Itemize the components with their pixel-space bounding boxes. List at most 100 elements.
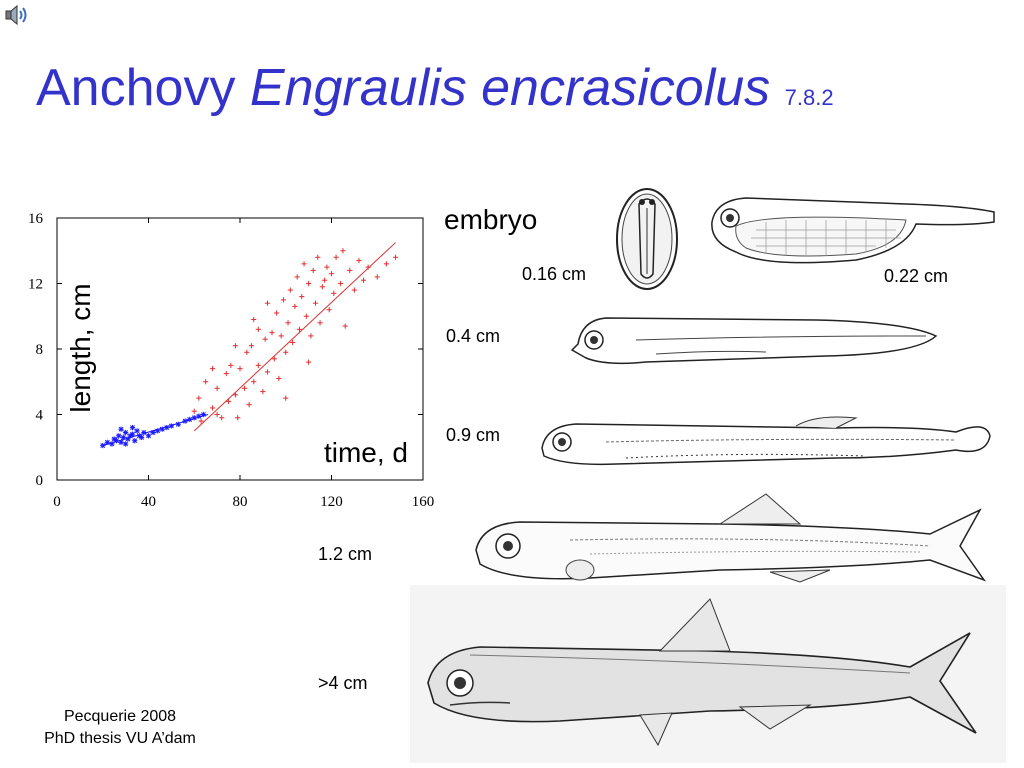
data-point-series-0	[145, 433, 152, 439]
x-tick-label: 0	[53, 494, 61, 510]
data-point-series-1	[312, 300, 319, 306]
data-point-series-1	[306, 280, 312, 287]
x-axis-label: time, d	[324, 437, 408, 468]
data-point-series-1	[338, 280, 344, 287]
data-point-series-1	[251, 379, 257, 385]
data-point-series-1	[209, 366, 216, 372]
data-point-series-0	[187, 416, 193, 423]
data-point-series-0	[150, 429, 156, 436]
data-point-series-1	[278, 333, 284, 339]
data-point-series-1	[209, 405, 216, 411]
title-scientific-name: Engraulis encrasicolus	[249, 59, 771, 117]
data-point-series-0	[129, 425, 136, 431]
credit-thesis: PhD thesis VU A’dam	[44, 730, 196, 747]
x-tick-label: 80	[233, 494, 248, 510]
data-point-series-1	[232, 343, 239, 349]
speaker-icon[interactable]	[4, 4, 30, 26]
data-point-series-0	[200, 411, 206, 418]
data-point-series-0	[134, 428, 140, 434]
data-point-series-0	[191, 415, 197, 421]
data-point-series-1	[255, 362, 261, 368]
data-point-series-1	[191, 408, 197, 414]
data-point-series-1	[271, 356, 277, 362]
egg-size-label: 0.16 cm	[522, 264, 587, 284]
data-point-series-1	[331, 290, 337, 296]
data-point-series-1	[301, 261, 307, 267]
title-common-name: Anchovy	[36, 59, 236, 117]
data-point-series-1	[264, 369, 271, 375]
data-point-series-0	[125, 436, 131, 442]
data-point-series-1	[223, 370, 229, 377]
data-point-series-0	[139, 434, 145, 441]
data-point-series-0	[155, 428, 161, 434]
x-tick-label: 160	[412, 494, 435, 510]
data-point-series-1	[276, 375, 282, 382]
yolk-sac-larva-illustration	[711, 197, 995, 264]
data-point-series-1	[264, 300, 271, 306]
data-point-series-1	[303, 313, 309, 319]
larva-04-illustration	[570, 317, 938, 365]
larva-09-illustration	[541, 416, 991, 466]
data-point-series-0	[109, 441, 115, 447]
data-point-series-1	[214, 411, 220, 418]
data-point-series-1	[287, 287, 293, 293]
stage-09-label: 0.9 cm	[446, 425, 501, 445]
data-point-series-1	[392, 254, 399, 260]
data-point-series-0	[182, 418, 188, 424]
data-point-series-1	[308, 333, 314, 339]
data-point-series-1	[365, 264, 371, 270]
data-point-series-1	[351, 287, 357, 293]
stage-adult-label: >4 cm	[318, 673, 368, 693]
data-point-series-1	[251, 316, 257, 323]
data-point-series-1	[262, 336, 268, 342]
data-point-series-1	[317, 320, 323, 326]
data-point-series-0	[141, 429, 147, 436]
data-point-series-1	[319, 284, 325, 290]
slide-number: 7.8.2	[784, 85, 834, 110]
data-point-series-1	[285, 320, 291, 326]
y-tick-label: 4	[36, 408, 44, 424]
data-point-series-1	[340, 248, 346, 254]
data-point-series-1	[260, 388, 266, 395]
data-point-series-1	[246, 402, 252, 408]
data-point-series-1	[225, 398, 232, 404]
data-point-series-1	[241, 385, 248, 391]
data-point-series-1	[299, 294, 305, 300]
data-point-series-0	[104, 439, 110, 445]
data-point-series-0	[113, 438, 120, 444]
data-point-series-1	[269, 330, 275, 336]
data-point-series-1	[280, 297, 287, 303]
source-credit: Pecquerie 2008 PhD thesis VU A’dam	[0, 706, 240, 750]
data-point-series-1	[232, 392, 239, 398]
data-point-series-1	[322, 277, 328, 283]
x-tick-label: 120	[320, 494, 343, 510]
y-tick-label: 16	[28, 211, 44, 227]
data-point-series-1	[326, 307, 332, 313]
adult-anchovy-illustration	[410, 585, 1006, 763]
data-point-series-1	[237, 366, 243, 372]
data-point-series-0	[168, 423, 174, 429]
data-point-series-1	[203, 379, 209, 385]
data-point-series-1	[310, 267, 316, 273]
data-point-series-1	[328, 271, 335, 277]
data-point-series-1	[235, 415, 241, 421]
data-point-series-0	[100, 443, 106, 449]
data-point-series-0	[118, 439, 124, 445]
credit-author: Pecquerie 2008	[63, 708, 177, 725]
data-point-series-0	[164, 425, 170, 431]
data-point-series-1	[306, 359, 312, 365]
data-point-series-1	[248, 343, 255, 349]
data-point-series-0	[132, 438, 138, 444]
data-point-series-0	[159, 426, 165, 432]
data-point-series-1	[296, 326, 303, 332]
x-tick-label: 40	[141, 494, 156, 510]
data-point-series-1	[294, 274, 300, 280]
stage-04-label: 0.4 cm	[446, 326, 501, 346]
y-axis-label: length, cm	[65, 283, 96, 412]
data-point-series-1	[198, 418, 204, 424]
embryo-label: embryo	[444, 204, 538, 235]
data-point-series-0	[120, 434, 126, 441]
stage-12-label: 1.2 cm	[318, 544, 373, 564]
data-point-series-1	[342, 323, 348, 329]
data-point-series-1	[374, 274, 380, 280]
